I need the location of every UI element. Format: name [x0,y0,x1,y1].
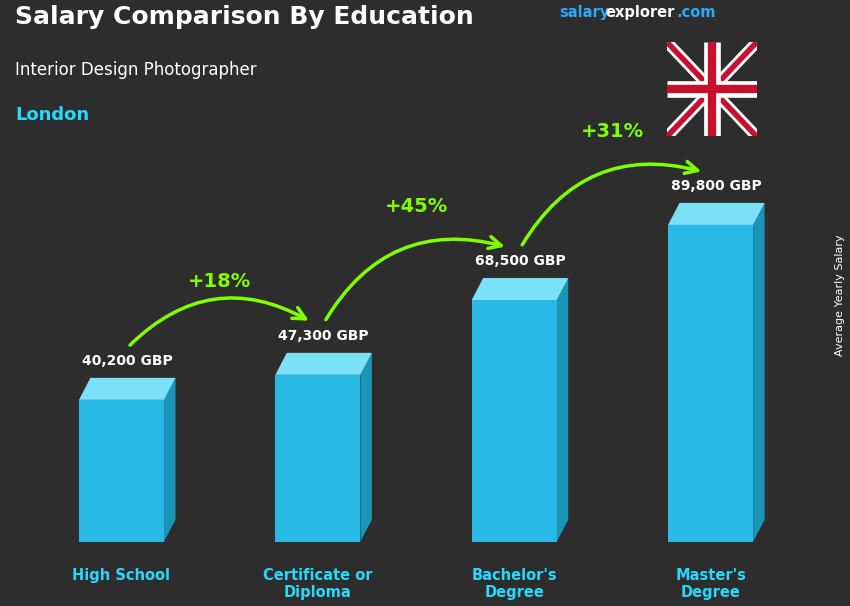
Text: explorer: explorer [606,5,675,19]
Text: 89,800 GBP: 89,800 GBP [671,179,762,193]
Polygon shape [668,203,765,225]
Text: .com: .com [677,5,716,19]
Polygon shape [275,375,360,542]
Polygon shape [79,400,164,542]
Text: +18%: +18% [188,272,252,291]
Text: Average Yearly Salary: Average Yearly Salary [835,235,845,356]
Polygon shape [557,278,569,542]
Polygon shape [360,353,371,542]
Polygon shape [472,300,557,542]
Text: London: London [15,105,89,124]
Polygon shape [753,203,765,542]
Text: +45%: +45% [384,198,448,216]
Polygon shape [79,378,175,400]
Polygon shape [668,225,753,542]
Text: Interior Design Photographer: Interior Design Photographer [15,61,257,79]
Text: Master's
Degree: Master's Degree [675,568,746,601]
Text: +31%: +31% [581,122,644,141]
Polygon shape [275,353,371,375]
Text: 47,300 GBP: 47,300 GBP [278,329,369,343]
Polygon shape [472,278,569,300]
Polygon shape [164,378,175,542]
Text: 40,200 GBP: 40,200 GBP [82,354,173,368]
Text: Salary Comparison By Education: Salary Comparison By Education [15,5,474,28]
Text: Bachelor's
Degree: Bachelor's Degree [472,568,557,601]
Text: High School: High School [72,568,171,583]
Text: Certificate or
Diploma: Certificate or Diploma [264,568,372,601]
Text: salary: salary [559,5,609,19]
Text: 68,500 GBP: 68,500 GBP [474,255,565,268]
